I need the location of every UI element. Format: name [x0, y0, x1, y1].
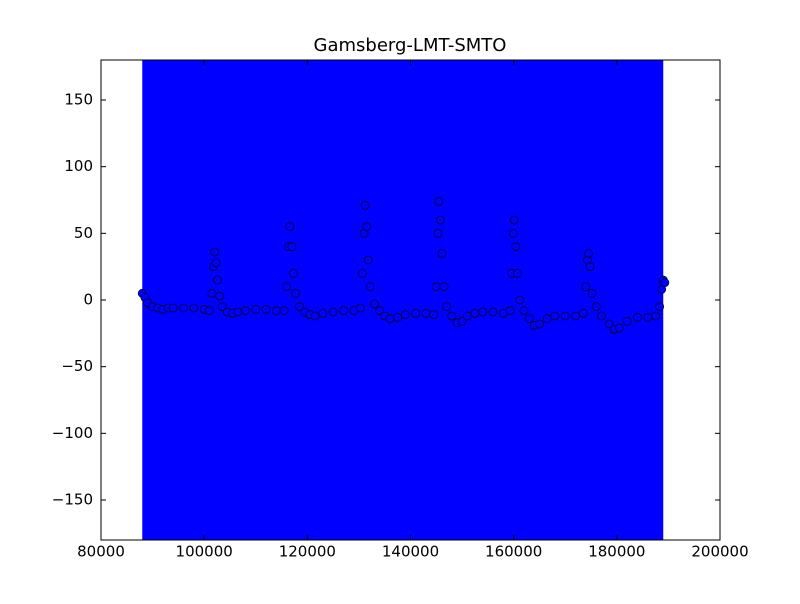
data-point [356, 303, 365, 313]
data-point [207, 288, 217, 298]
data-point [287, 242, 297, 252]
data-point [291, 288, 300, 298]
data-point [436, 215, 445, 225]
data-point [505, 306, 515, 316]
data-point [375, 306, 384, 316]
x-tick-label: 80000 [77, 543, 125, 561]
data-point [271, 306, 281, 316]
data-point [515, 295, 525, 305]
data-point [604, 319, 614, 329]
data-point [622, 316, 632, 326]
data-point [204, 306, 214, 316]
data-point [358, 268, 367, 278]
data-point [439, 282, 449, 292]
data-point [437, 248, 447, 258]
chart-title: Gamsberg-LMT-SMTO [314, 35, 507, 56]
data-point [431, 282, 441, 292]
x-tick-label: 100000 [176, 543, 233, 561]
data-point [585, 262, 595, 272]
data-point [213, 275, 222, 285]
data-point [210, 247, 219, 257]
data-point [261, 304, 271, 314]
data-point [512, 268, 522, 278]
data-point [279, 306, 289, 316]
data-point [509, 215, 519, 225]
data-point [470, 308, 480, 318]
shaded-span [142, 60, 664, 540]
data-point [385, 314, 395, 324]
data-point [535, 319, 544, 329]
data-point [550, 311, 560, 321]
data-point [295, 302, 304, 312]
data-point [189, 303, 199, 313]
data-point [655, 302, 665, 312]
data-point [508, 228, 518, 238]
data-point [560, 311, 570, 321]
data-point [511, 242, 521, 252]
data-point [360, 200, 370, 210]
data-point [447, 311, 457, 321]
data-point [318, 308, 328, 318]
data-point [328, 307, 338, 317]
data-point [369, 299, 379, 309]
data-point [429, 310, 439, 320]
data-point [591, 302, 601, 312]
x-tick-label: 200000 [691, 543, 748, 561]
data-point [478, 307, 488, 317]
data-point [587, 288, 597, 298]
data-point [571, 311, 580, 321]
data-point [651, 311, 660, 321]
data-point [488, 307, 498, 317]
data-point [168, 303, 178, 313]
data-point [596, 311, 606, 321]
data-point [285, 222, 295, 232]
data-point [660, 278, 670, 288]
data-point [524, 314, 534, 324]
data-point [434, 196, 444, 206]
data-point [542, 314, 552, 324]
data-point [215, 291, 225, 301]
data-point [362, 222, 372, 232]
data-point [615, 323, 624, 333]
y-tick-label: −150 [52, 491, 93, 509]
data-point [581, 282, 591, 292]
data-point [643, 312, 653, 322]
y-tick-label: −100 [52, 424, 93, 442]
data-point [633, 312, 642, 322]
x-tick-label: 120000 [279, 543, 336, 561]
data-point [241, 306, 250, 316]
data-point [217, 302, 227, 312]
data-point [433, 228, 443, 238]
y-tick-label: 100 [64, 157, 93, 175]
data-point [233, 307, 243, 317]
data-point [211, 258, 221, 268]
data-point [339, 306, 348, 316]
y-tick-label: −50 [61, 357, 93, 375]
y-tick-label: 150 [64, 91, 93, 109]
data-point [457, 316, 467, 326]
data-point [363, 255, 373, 265]
data-point [462, 311, 472, 321]
data-point [421, 308, 431, 318]
data-point [282, 282, 292, 292]
data-point [310, 311, 320, 321]
x-tick-label: 140000 [382, 543, 439, 561]
data-point [179, 303, 188, 313]
data-point [400, 310, 410, 320]
data-point [578, 308, 588, 318]
data-point [289, 268, 298, 278]
data-point [251, 304, 261, 314]
data-point [519, 306, 529, 316]
data-point [411, 308, 421, 318]
data-point [442, 302, 452, 312]
data-point [365, 282, 375, 292]
data-point [393, 312, 403, 322]
y-tick-label: 0 [83, 291, 93, 309]
x-tick-label: 180000 [588, 543, 645, 561]
y-tick-label: 50 [74, 224, 93, 242]
data-point [584, 248, 593, 258]
x-tick-label: 160000 [485, 543, 542, 561]
